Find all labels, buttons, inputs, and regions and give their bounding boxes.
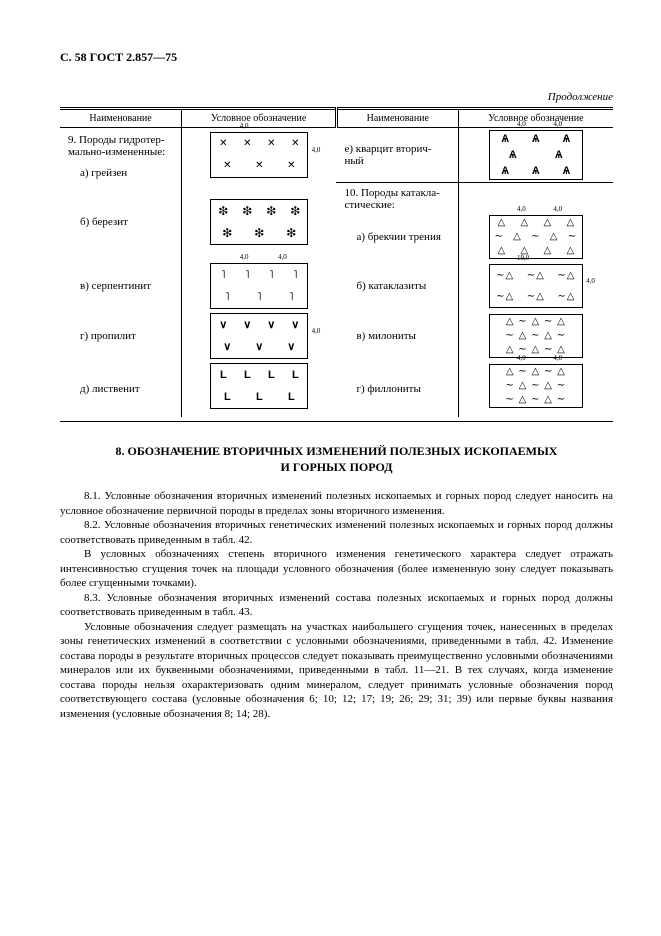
left-sym-greisen: 4,0 4,0 ✕✕✕✕ ✕✕✕	[182, 128, 337, 183]
right-sym-mylonite: △ ∼ △ ∼ △ ∼ △ ∼ △ ∼ △ ∼ △ ∼ △	[458, 311, 613, 361]
left-item-d: г) пропилит	[60, 311, 182, 361]
right-sym-cataclasite: 19,0 4,0 ∼△∼△∼△ ∼△∼△∼△	[458, 261, 613, 311]
right-pre-item: е) кварцит вторич- ный	[336, 128, 458, 183]
left-item-b: б) березит	[60, 183, 182, 262]
right-item-b: б) катаклазиты	[336, 261, 458, 311]
dim-side-rb: 4,0	[586, 277, 595, 285]
right-item-a: а) брекчии трения	[336, 213, 458, 261]
th-name-left: Наименование	[60, 109, 182, 128]
para-8-2-note: В условных обозначениях степень вторично…	[60, 547, 613, 591]
left-item-c: в) серпентинит	[60, 261, 182, 311]
left-sym-serpentinite: 4,0 4,0 ˥˥˥˥ ˥˥˥	[182, 261, 337, 311]
dim-top-rd: 4,0	[517, 354, 526, 362]
para-8-1: 8.1. Условные обозначения вторичных изме…	[60, 489, 613, 518]
right-item-c: в) милониты	[336, 311, 458, 361]
left-group-title: 9. Породы гидротер- мально-измененные:	[60, 128, 182, 165]
right-group-spacer	[458, 183, 613, 214]
left-item-a: а) грейзен	[60, 164, 182, 182]
section-body: 8.1. Условные обозначения вторичных изме…	[60, 489, 613, 721]
section-heading: 8. ОБОЗНАЧЕНИЕ ВТОРИЧНЫХ ИЗМЕНЕНИЙ ПОЛЕЗ…	[60, 444, 613, 475]
dim-top: 4,0	[240, 122, 249, 130]
dim-top2-r: 4,0	[553, 120, 562, 128]
dim-side: 4,0	[312, 146, 321, 154]
th-name-right: Наименование	[336, 109, 458, 128]
left-sym-listvenite: LLLL LLL	[182, 361, 337, 417]
right-sym-phyllonite: 4,0 4,0 △ ∼ △ ∼ △ ∼ △ ∼ △ ∼ ∼ △ ∼ △ ∼	[458, 361, 613, 417]
para-8-3: 8.3. Условные обозначения вторичных изме…	[60, 591, 613, 620]
dim-top2-ra: 4,0	[553, 205, 562, 213]
symbols-table: Наименование Условное обозначение Наимен…	[60, 107, 613, 422]
th-sym-right: Условное обозначение	[458, 109, 613, 128]
left-item-e: д) лиственит	[60, 361, 182, 417]
left-sym-propylite: 4,0 ∨∨∨∨ ∨∨∨	[182, 311, 337, 361]
dim-top-ra: 4,0	[517, 205, 526, 213]
para-8-3-note: Условные обозначения следует размещать н…	[60, 620, 613, 722]
page-header: С. 58 ГОСТ 2.857—75	[60, 50, 613, 65]
left-sym-berezit: ❇❇❇❇ ❇❇❇	[182, 183, 337, 262]
dim-top2-rd: 4,0	[553, 354, 562, 362]
continuation-label: Продолжение	[60, 91, 613, 103]
right-sym-breccia: 4,0 4,0 △△△△ ∼△∼△∼ △△△△	[458, 213, 613, 261]
right-sym-quartzite: 4,0 4,0 ѦѦѦ ѦѦ ѦѦѦ	[458, 128, 613, 183]
dim-side-d: 4,0	[312, 327, 321, 335]
dim-top-c: 4,0	[240, 253, 249, 261]
para-8-2: 8.2. Условные обозначения вторичных гене…	[60, 518, 613, 547]
right-item-d: г) филлониты	[336, 361, 458, 417]
page: С. 58 ГОСТ 2.857—75 Продолжение Наименов…	[0, 0, 661, 936]
dim-top-r: 4,0	[517, 120, 526, 128]
right-group-title: 10. Породы катакла- стические:	[336, 183, 458, 214]
dim-top-rb: 19,0	[517, 254, 529, 262]
th-sym-left: Условное обозначение	[182, 109, 337, 128]
dim-top2-c: 4,0	[278, 253, 287, 261]
